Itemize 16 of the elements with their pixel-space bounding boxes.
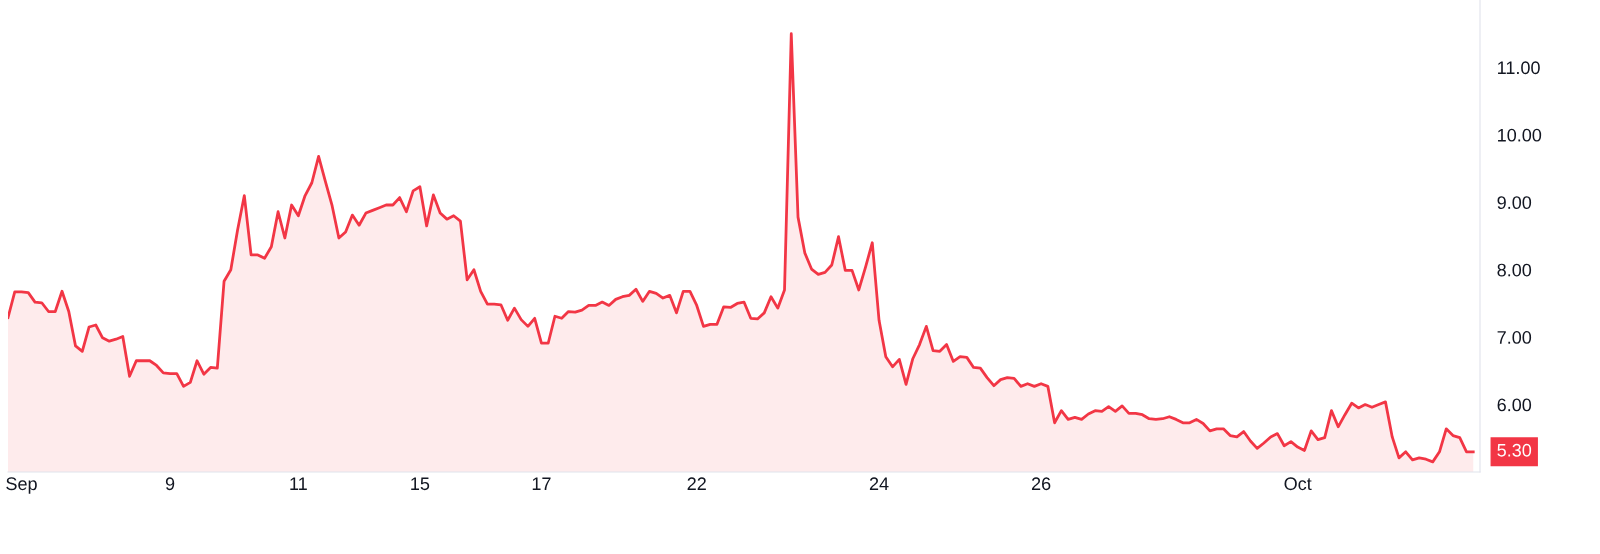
x-tick-label: 15 — [411, 477, 430, 491]
x-tick-label: 24 — [869, 477, 889, 490]
x-tick-label: Oct — [1284, 477, 1312, 491]
x-tick-label: 26 — [1031, 477, 1051, 491]
x-tick-label: 17 — [532, 477, 551, 490]
x-tick-label: 22 — [687, 477, 706, 490]
x-tick-label: 11 — [290, 477, 307, 490]
text: 5.30 — [1497, 443, 1532, 457]
x-tick-label: 9 — [165, 477, 175, 491]
y-tick-label: 10.00 — [1498, 128, 1542, 142]
y-tick-label: 11.00 — [1498, 61, 1540, 75]
y-tick-label: 6.00 — [1497, 398, 1532, 412]
y-tick-label: 9.00 — [1497, 196, 1532, 210]
y-tick-label: 8.00 — [1497, 263, 1532, 277]
x-tick-label: Sep — [6, 477, 37, 494]
y-tick-label: 7.00 — [1497, 331, 1532, 344]
